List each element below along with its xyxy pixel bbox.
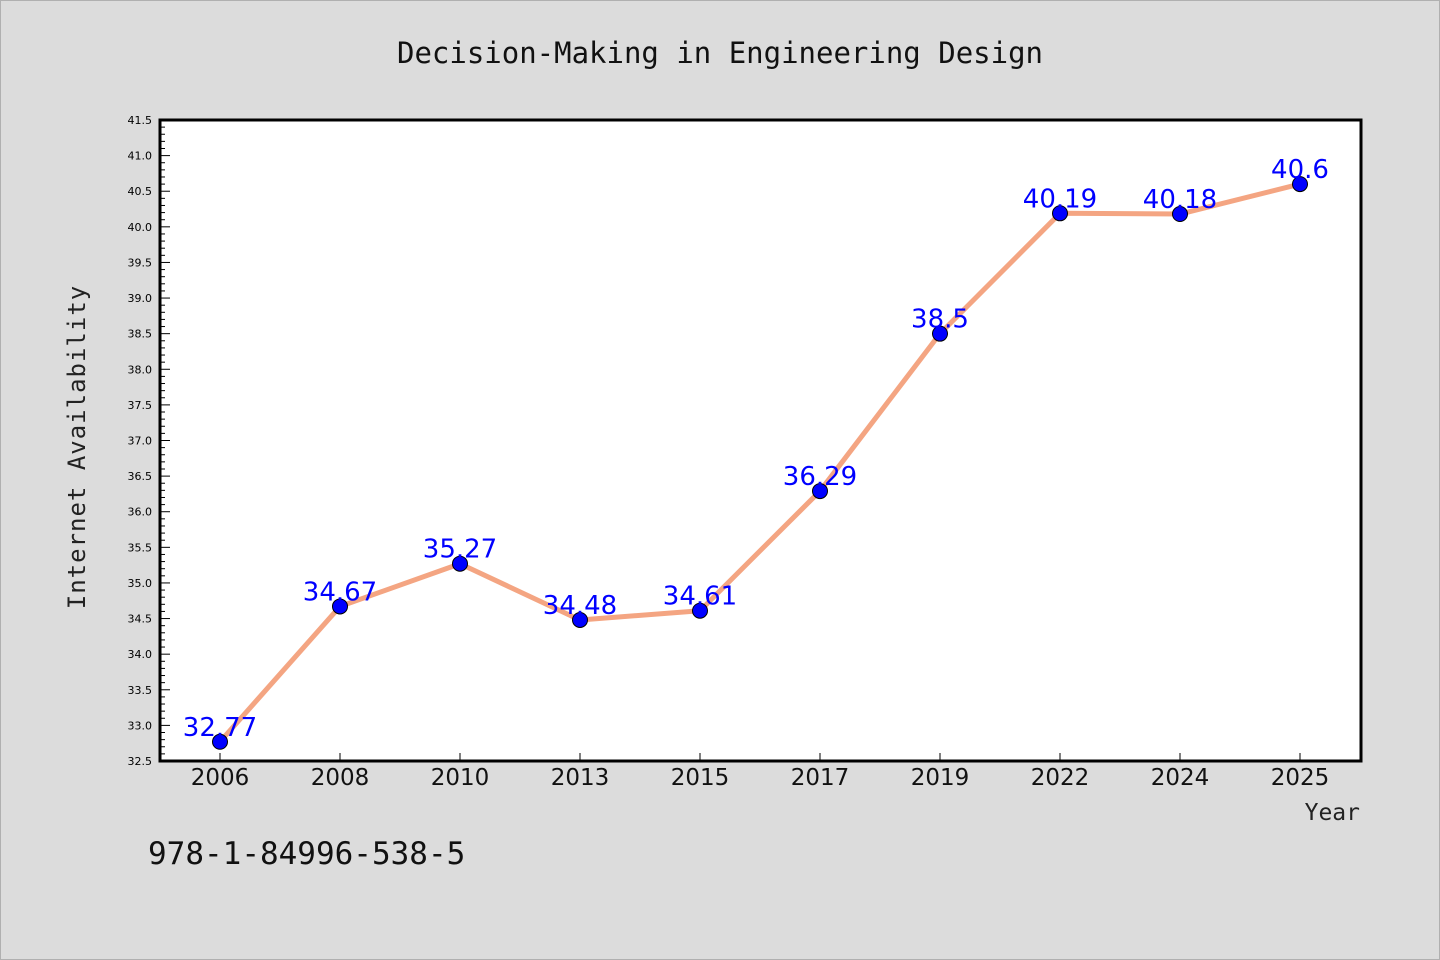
y-tick-label: 38.0 [128, 363, 153, 376]
x-tick-label: 2024 [1151, 765, 1210, 791]
x-tick-label: 2006 [191, 765, 250, 791]
data-label: 36.29 [783, 462, 857, 492]
data-label: 34.48 [543, 591, 617, 621]
data-label: 32.77 [183, 713, 257, 743]
data-label: 35.27 [423, 535, 497, 565]
y-tick-label: 34.0 [128, 648, 153, 661]
y-tick-label: 38.5 [128, 328, 153, 341]
x-tick-label: 2010 [431, 765, 490, 791]
data-point [212, 733, 228, 750]
y-tick-label: 37.0 [128, 435, 153, 448]
data-label: 38.5 [911, 305, 969, 335]
data-point [572, 611, 588, 628]
data-label: 40.19 [1023, 184, 1097, 214]
x-tick-label: 2008 [311, 765, 370, 791]
series-line-group [217, 181, 1303, 745]
x-tick-label: 2025 [1271, 765, 1330, 791]
data-label: 34.67 [303, 577, 377, 607]
x-tick-label: 2013 [551, 765, 610, 791]
data-point [812, 483, 828, 500]
x-tick-label: 2019 [911, 765, 970, 791]
x-tick-label: 2022 [1031, 765, 1090, 791]
data-point [692, 602, 708, 619]
y-tick-label: 40.0 [128, 221, 153, 234]
plot-area [158, 118, 1363, 763]
y-tick-label: 33.0 [128, 719, 153, 732]
series-line [217, 181, 1303, 745]
y-tick-label: 39.0 [128, 292, 153, 305]
y-tick-label: 36.5 [128, 470, 153, 483]
y-tick-label: 35.0 [128, 577, 153, 590]
y-tick-label: 35.5 [128, 541, 153, 554]
data-label: 40.6 [1271, 155, 1329, 185]
x-axis-label: Year [1305, 800, 1360, 826]
y-tick-label: 33.5 [128, 684, 153, 697]
chart-title: Decision-Making in Engineering Design [397, 36, 1043, 70]
data-point [932, 325, 948, 342]
x-axis-ticks: 2006 2008 2010 2013 2015 2017 2019 2022 2024 2025 [191, 753, 1330, 791]
y-tick-label: 34.5 [128, 613, 153, 626]
data-point [1172, 206, 1188, 223]
y-tick-label: 40.5 [128, 185, 153, 198]
data-point [452, 555, 468, 572]
x-tick-label: 2015 [671, 765, 730, 791]
y-tick-label: 36.0 [128, 506, 153, 519]
data-markers [212, 176, 1308, 750]
data-labels: 32.77 34.67 35.27 34.48 34.61 36.29 38.5 40.19 4… [183, 155, 1329, 743]
y-tick-label: 37.5 [128, 399, 153, 412]
y-tick-label: 41.0 [128, 150, 153, 163]
footer-isbn-text: 978-1-84996-538-5 [148, 836, 465, 872]
y-tick-label: 41.5 [128, 114, 153, 127]
data-point [1052, 205, 1068, 222]
data-point [1292, 176, 1308, 193]
y-tick-label: 32.5 [128, 755, 153, 768]
x-tick-label: 2017 [791, 765, 850, 791]
y-axis-ticks: 32.5 33.0 33.5 34.0 34.5 35.0 35.5 36.0 36.5 37.0… [128, 114, 170, 768]
data-label: 34.61 [663, 582, 737, 612]
data-label: 40.18 [1143, 185, 1217, 215]
y-axis-label: Internet Availability [63, 285, 91, 609]
data-point [332, 598, 348, 615]
y-tick-label: 39.5 [128, 256, 153, 269]
